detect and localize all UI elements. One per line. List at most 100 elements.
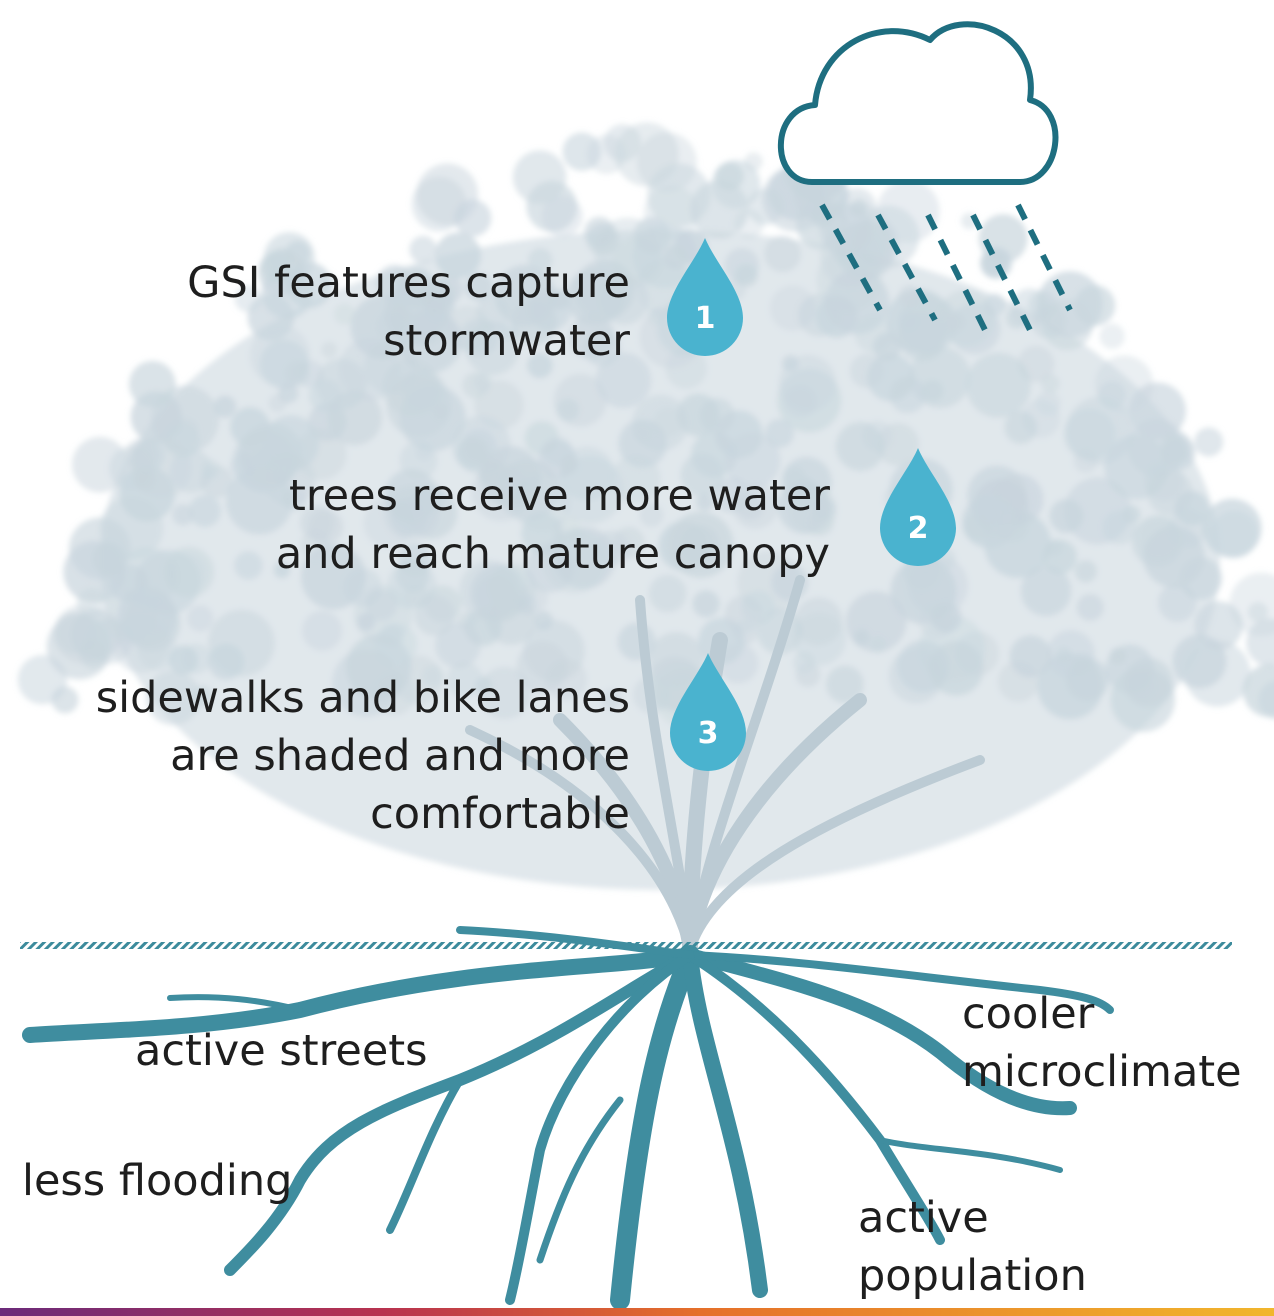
canopy-blob (189, 495, 221, 527)
canopy-blob (1158, 583, 1196, 621)
canopy-blob (649, 575, 687, 613)
canopy-blob (793, 613, 846, 666)
canopy-blob (234, 551, 262, 579)
canopy-blob (663, 245, 688, 270)
canopy-blob (321, 342, 337, 358)
cloud (781, 24, 1056, 182)
canopy-blob (187, 605, 213, 631)
step-number: 2 (908, 511, 929, 546)
canopy-blob (618, 419, 666, 467)
canopy-blob (1129, 382, 1186, 439)
canopy-blob (1056, 647, 1072, 663)
illustration: GSI features capture stormwater 1 trees rec… (0, 0, 1274, 1316)
canopy-blob (1110, 648, 1127, 665)
canopy-blob (1041, 374, 1060, 393)
canopy-blob (966, 353, 1031, 418)
outcome-text: active (858, 1193, 989, 1243)
canopy-blob (836, 422, 885, 471)
canopy-blob (967, 466, 1027, 526)
canopy-blob (1194, 601, 1243, 650)
canopy-blob (1162, 437, 1195, 470)
bottom-strip (0, 1308, 1274, 1316)
canopy-blob (741, 590, 775, 624)
step-text: and reach mature canopy (276, 529, 830, 579)
canopy-blob (1194, 427, 1223, 456)
canopy-blob (765, 419, 794, 448)
outcome-text: cooler (962, 989, 1095, 1039)
canopy-blob (1010, 635, 1052, 677)
canopy-blob (131, 437, 192, 498)
canopy-blob (648, 308, 664, 324)
step-text: stormwater (383, 316, 630, 366)
canopy-blob (715, 162, 743, 190)
canopy-blob (172, 504, 193, 525)
canopy-blob (1211, 511, 1258, 558)
canopy-blob (1064, 478, 1131, 545)
canopy-blob (562, 132, 601, 171)
canopy-blob (1075, 560, 1097, 582)
canopy-blob (517, 595, 537, 615)
step-text: sidewalks and bike lanes (96, 673, 630, 723)
canopy-blob (1099, 324, 1124, 349)
canopy-blob (435, 622, 480, 667)
canopy-blob (402, 368, 445, 411)
canopy-blob (1077, 594, 1104, 621)
canopy-blob (945, 312, 965, 332)
canopy-blob (129, 361, 176, 408)
canopy-blob (201, 460, 220, 479)
canopy-blob (929, 641, 984, 696)
canopy-blob (308, 403, 346, 441)
canopy-blob (796, 662, 821, 687)
canopy-blob (230, 454, 256, 480)
roots (30, 930, 1110, 1300)
canopy-blob (169, 645, 198, 674)
canopy-blob (1168, 508, 1207, 547)
canopy-blob (693, 590, 720, 617)
canopy-blob (415, 444, 432, 461)
canopy-blob (1124, 658, 1173, 707)
step-text: comfortable (370, 789, 630, 839)
canopy-blob (764, 236, 801, 273)
canopy-blob (462, 372, 488, 398)
canopy-blob (735, 264, 758, 287)
canopy-blob (850, 199, 868, 217)
canopy-blob (980, 247, 1012, 279)
canopy-blob (1074, 449, 1098, 473)
canopy-blob (513, 150, 567, 204)
canopy-blob (1036, 391, 1061, 416)
outcome-text: population (858, 1251, 1087, 1301)
canopy-blob (163, 547, 214, 598)
canopy-blob (557, 398, 580, 421)
step-text: trees receive more water (289, 471, 830, 521)
canopy-blob (615, 122, 679, 186)
canopy-blob (214, 395, 236, 417)
canopy-blob (854, 314, 893, 353)
canopy-blob (889, 377, 925, 413)
outcome-text: less flooding (22, 1156, 292, 1206)
step-text: are shaded and more (170, 731, 630, 781)
canopy-blob (534, 611, 553, 630)
outcome-text: microclimate (962, 1047, 1242, 1097)
canopy-blob (302, 611, 342, 651)
canopy-blob (69, 518, 131, 580)
canopy-blob (1074, 285, 1115, 326)
canopy-blob (898, 311, 918, 331)
step-number: 3 (698, 716, 719, 751)
canopy-blob (782, 355, 798, 371)
step-text: GSI features capture (187, 258, 630, 308)
page: {"steps":[ {"number":"1","lines":["GSI f… (0, 0, 1274, 1316)
canopy-blob (1004, 411, 1037, 444)
canopy-blob (412, 177, 467, 232)
canopy-blob (1031, 304, 1066, 339)
canopy-blob (677, 394, 720, 437)
outcome-text: active streets (135, 1026, 428, 1076)
canopy-blob (1184, 641, 1250, 707)
canopy-blob (250, 325, 310, 385)
canopy-blob (374, 623, 417, 666)
canopy-blob (744, 152, 763, 171)
canopy-blob (1043, 540, 1078, 575)
canopy-blob (269, 394, 287, 412)
canopy-blob (208, 610, 274, 676)
canopy-blob (54, 605, 113, 664)
step-number: 1 (695, 301, 716, 336)
